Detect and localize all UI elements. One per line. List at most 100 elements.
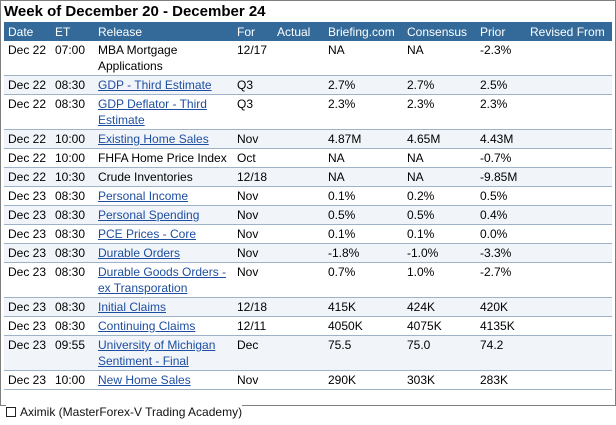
release-link[interactable]: Personal Spending [98, 208, 200, 222]
cell-release: Crude Inventories [94, 167, 233, 187]
cell-briefing: -1.8% [324, 243, 403, 263]
cell-date: Dec 23 [4, 205, 51, 225]
cell-date: Dec 22 [4, 75, 51, 95]
cell-for: 12/18 [233, 167, 273, 187]
cell-for: 12/17 [233, 41, 273, 76]
cell-revised [526, 75, 612, 95]
cell-consensus: NA [403, 148, 476, 168]
table-row: Dec 23 08:30 Personal Spending Nov 0.5% 0.5% 0… [4, 205, 612, 225]
cell-briefing: NA [324, 41, 403, 76]
cell-actual [273, 370, 324, 390]
cell-for: 12/18 [233, 297, 273, 317]
release-link[interactable]: New Home Sales [98, 373, 191, 387]
cell-actual [273, 186, 324, 206]
cell-actual [273, 94, 324, 130]
cell-briefing: 0.5% [324, 205, 403, 225]
cell-release: Durable Orders [94, 243, 233, 263]
col-header-et: ET [51, 22, 94, 41]
cell-release: Initial Claims [94, 297, 233, 317]
table-row: Dec 22 07:00 MBA Mortgage Applications 12/1… [4, 41, 612, 76]
cell-date: Dec 22 [4, 129, 51, 149]
cell-revised [526, 205, 612, 225]
release-link[interactable]: GDP - Third Estimate [98, 78, 212, 92]
release-link[interactable]: Existing Home Sales [98, 132, 209, 146]
cell-briefing: 0.1% [324, 224, 403, 244]
cell-revised [526, 262, 612, 298]
cell-for: Nov [233, 186, 273, 206]
release-link[interactable]: GDP Deflator - Third Estimate [98, 97, 207, 127]
cell-et: 10:00 [51, 129, 94, 149]
cell-release: PCE Prices - Core [94, 224, 233, 244]
cell-date: Dec 23 [4, 186, 51, 206]
cell-prior: 0.5% [476, 186, 526, 206]
cell-prior: -2.7% [476, 262, 526, 298]
release-link[interactable]: Durable Orders [98, 246, 181, 260]
calendar-panel: Week of December 20 - December 24 Date E… [0, 0, 616, 406]
cell-date: Dec 23 [4, 224, 51, 244]
cell-revised [526, 297, 612, 317]
week-title: Week of December 20 - December 24 [4, 3, 266, 20]
table-row: Dec 22 10:00 Existing Home Sales Nov 4.87M 4.… [4, 129, 612, 149]
cell-revised [526, 41, 612, 76]
cell-consensus: 0.2% [403, 186, 476, 206]
cell-briefing: 290K [324, 370, 403, 390]
col-header-briefing: Briefing.com [324, 22, 403, 41]
cell-consensus: 424K [403, 297, 476, 317]
cell-actual [273, 41, 324, 76]
cell-actual [273, 205, 324, 225]
release-link[interactable]: Personal Income [98, 189, 189, 203]
cell-for: Oct [233, 148, 273, 168]
cell-actual [273, 75, 324, 95]
release-link[interactable]: Durable Goods Orders - ex Transporation [98, 265, 227, 295]
watermark-box-icon [6, 407, 16, 417]
cell-consensus: 4.65M [403, 129, 476, 149]
cell-release: MBA Mortgage Applications [94, 41, 233, 76]
cell-briefing: 75.5 [324, 335, 403, 371]
cell-release: FHFA Home Price Index [94, 148, 233, 168]
cell-consensus: 2.3% [403, 94, 476, 130]
cell-release: Personal Income [94, 186, 233, 206]
cell-release: New Home Sales [94, 370, 233, 390]
cell-for: Nov [233, 370, 273, 390]
release-link[interactable]: University of Michigan Sentiment - Final [98, 338, 216, 368]
cell-prior: -0.7% [476, 148, 526, 168]
cell-release: GDP Deflator - Third Estimate [94, 94, 233, 130]
cell-et: 09:55 [51, 335, 94, 371]
cell-date: Dec 23 [4, 297, 51, 317]
release-name: Crude Inventories [98, 170, 193, 184]
release-link[interactable]: PCE Prices - Core [98, 227, 197, 241]
table-row: Dec 22 08:30 GDP Deflator - Third Estimate… [4, 94, 612, 130]
cell-briefing: 415K [324, 297, 403, 317]
cell-revised [526, 167, 612, 187]
cell-revised [526, 370, 612, 390]
cell-date: Dec 23 [4, 316, 51, 336]
cell-prior: 2.5% [476, 75, 526, 95]
cell-briefing: 2.3% [324, 94, 403, 130]
cell-release: University of Michigan Sentiment - Final [94, 335, 233, 371]
cell-prior: 4.43M [476, 129, 526, 149]
cell-et: 08:30 [51, 297, 94, 317]
cell-revised [526, 129, 612, 149]
release-link[interactable]: Initial Claims [98, 300, 167, 314]
cell-consensus: NA [403, 167, 476, 187]
cell-consensus: -1.0% [403, 243, 476, 263]
cell-actual [273, 167, 324, 187]
table-row: Dec 23 08:30 Personal Income Nov 0.1% 0.2% 0.5… [4, 186, 612, 206]
cell-date: Dec 22 [4, 148, 51, 168]
cell-actual [273, 297, 324, 317]
cell-date: Dec 23 [4, 262, 51, 298]
cell-et: 07:00 [51, 41, 94, 76]
cell-revised [526, 316, 612, 336]
table-row: Dec 23 08:30 Continuing Claims 12/11 4050K 40… [4, 316, 612, 336]
cell-consensus: 1.0% [403, 262, 476, 298]
cell-consensus: 0.5% [403, 205, 476, 225]
release-link[interactable]: Continuing Claims [98, 319, 196, 333]
economic-calendar-table: Date ET Release For Actual Briefing.com … [4, 22, 612, 390]
release-name: MBA Mortgage Applications [98, 43, 178, 73]
cell-et: 08:30 [51, 243, 94, 263]
cell-revised [526, 148, 612, 168]
cell-et: 08:30 [51, 262, 94, 298]
cell-consensus: NA [403, 41, 476, 76]
cell-prior: -9.85M [476, 167, 526, 187]
cell-briefing: 0.7% [324, 262, 403, 298]
